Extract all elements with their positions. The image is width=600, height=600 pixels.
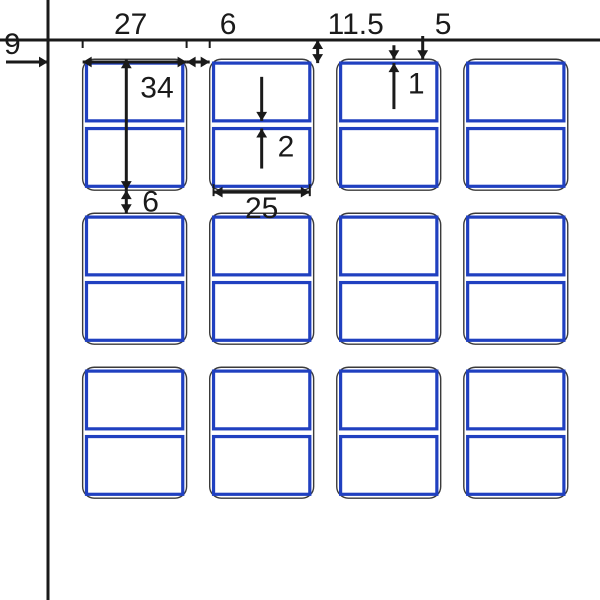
dim-inset-label: 1 [408,67,425,100]
dim-row-gap-label: 6 [142,185,159,218]
arrowhead [201,57,210,68]
label-inner-bottom [341,129,437,187]
label-inner-top [87,217,183,275]
dim-top-margin-label: 11.5 [328,8,384,41]
label-inner-bottom [468,437,564,495]
arrowhead [312,54,323,63]
label-inner-top [214,371,310,429]
label-inner-bottom [87,437,183,495]
label-inner-bottom [341,437,437,495]
label-inner-bottom [214,283,310,341]
label-inner-bottom [468,129,564,187]
label-inner-top [468,63,564,121]
label-inner-top [341,217,437,275]
label-inner-bottom [87,283,183,341]
dim-left-margin-label: 9 [4,28,21,61]
label-inner-top [468,371,564,429]
dim-cell-w-label: 27 [114,8,147,41]
dim-inner-w-label: 25 [245,192,278,225]
arrowhead [417,50,428,59]
dim-top-gap-label: 5 [435,8,452,41]
arrowhead [389,50,400,59]
label-inner-bottom [341,283,437,341]
label-inner-bottom [214,437,310,495]
label-inner-top [468,217,564,275]
arrowhead [187,57,196,68]
label-inner-top [87,371,183,429]
label-inner-top [214,217,310,275]
label-inner-bottom [468,283,564,341]
label-inner-bottom [87,129,183,187]
label-inner-top [341,371,437,429]
dim-col-gap-label: 6 [220,8,237,41]
arrowhead [121,190,132,199]
dim-halfgap-label: 2 [278,131,295,164]
label-sheet-diagram: 9 27 6 11.5 5 34 1 2 6 25 [0,0,600,600]
dim-cell-h-label: 34 [140,71,173,104]
arrowhead [121,204,132,213]
